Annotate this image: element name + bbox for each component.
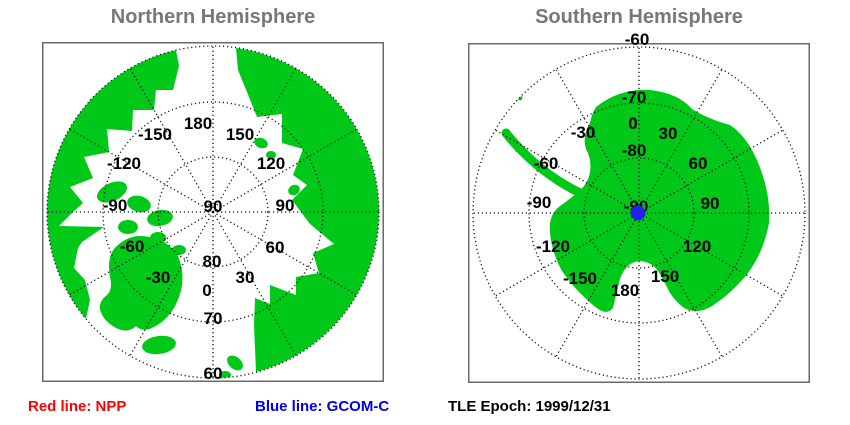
longitude-label: 60 [689,154,708,173]
landmass-north-america [47,50,179,319]
landmass-arctic-island [150,232,166,244]
longitude-label: 30 [236,268,255,287]
longitude-label: -60 [120,237,145,256]
landmass-britain [227,355,243,371]
latitude-label: 60 [204,364,223,383]
longitude-label: 150 [226,125,254,144]
landmass-britain [219,371,231,378]
latitude-label: 80 [203,252,222,271]
landmass-arctic-island [172,245,186,255]
longitude-label: -30 [146,268,171,287]
longitude-label: 180 [611,281,639,300]
longitude-label: 90 [701,194,720,213]
legend-blue-line-gcom-c: Blue line: GCOM-C [255,398,390,415]
landmass-arctic-island [118,220,138,234]
map-boundary-circle [46,45,380,379]
landmass-eurasia [236,48,379,372]
longitude-label: -120 [536,237,570,256]
landmass-arctic-island [288,184,300,196]
latitude-label: -70 [622,88,647,107]
latitude-ring [583,157,695,269]
landmass-arctic-island [266,151,276,159]
map-boundary-circle [472,46,806,380]
landmass-svalbard [254,137,268,149]
longitude-label: 180 [184,114,212,133]
landmass-arctic-island [127,195,151,213]
latitude-label: 90 [204,197,223,216]
south-polar-map: 0306090120150180-150-120-90-60-30-90-80-… [468,30,810,383]
longitude-label: -120 [107,154,141,173]
longitude-label: -150 [563,269,597,288]
longitude-label: 90 [276,196,295,215]
legend-tle-epoch: TLE Epoch: 1999/12/31 [448,398,611,415]
longitude-label: 0 [628,114,637,133]
longitude-label: 150 [651,267,679,286]
longitude-label: -90 [103,196,128,215]
latitude-ring [102,101,324,323]
legend-red-line-npp: Red line: NPP [28,398,127,415]
longitude-label: -30 [571,123,596,142]
longitude-label: -150 [138,125,172,144]
landmass-antarctica [549,89,770,312]
latitude-label: 70 [204,309,223,328]
landmass-greenland [99,236,183,331]
south-map-title: Southern Hemisphere [535,6,743,28]
north-map-title: Northern Hemisphere [110,6,316,28]
latitude-label: -60 [625,30,650,49]
south-map-frame [468,43,810,383]
longitude-label: 0 [202,281,211,300]
longitude-label: 30 [659,124,678,143]
north-map-frame [42,42,384,382]
landmass-antarctic-island [515,148,519,152]
landmass-arctic-island [147,209,173,227]
longitude-label: 120 [683,237,711,256]
longitude-label: -60 [534,154,559,173]
satellite-position-marker [630,205,646,221]
landmass-iceland [142,335,176,355]
latitude-ring [157,156,269,268]
landmasses-north [47,48,379,378]
longitude-label: 60 [266,238,285,257]
latitude-label: -80 [622,141,647,160]
longitude-label: 120 [257,154,285,173]
latitude-ring [528,102,750,324]
longitude-label: -90 [527,193,552,212]
